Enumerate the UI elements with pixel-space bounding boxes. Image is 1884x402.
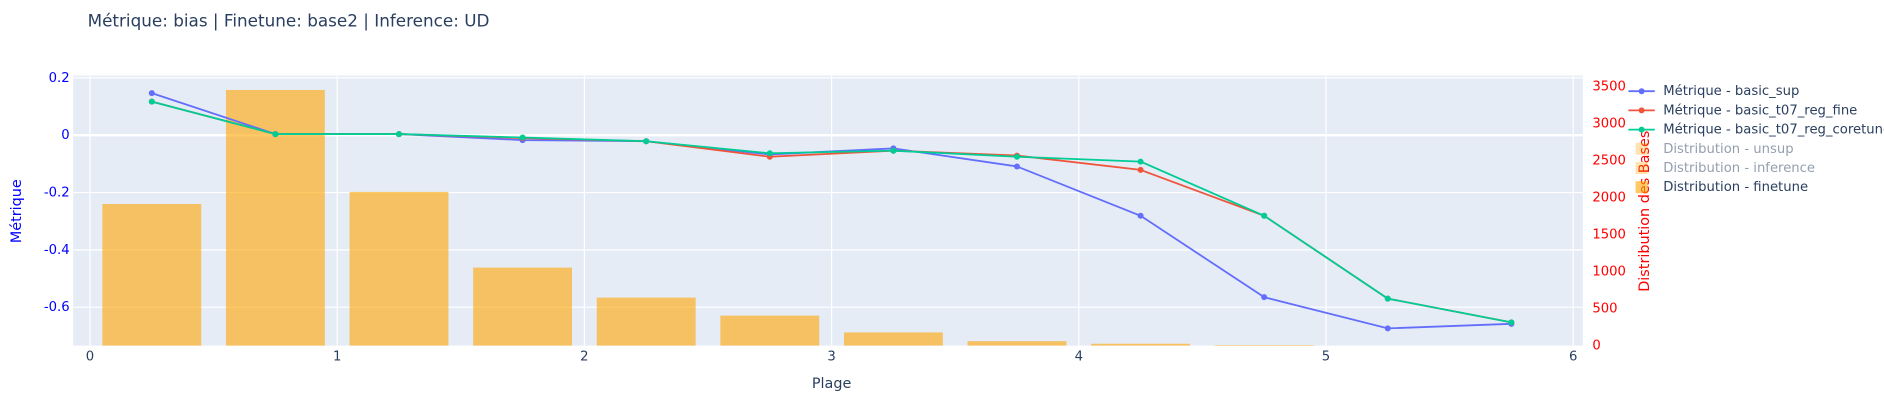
- legend-swatch: [1638, 126, 1645, 133]
- legend-swatch: [1635, 181, 1648, 194]
- chart-title: Métrique: bias | Finetune: base2 | Infer…: [88, 11, 490, 31]
- y2-axis-title: Distribution des Bases: [1637, 131, 1653, 292]
- point: [643, 138, 650, 145]
- x-tick-label: 3: [827, 349, 835, 364]
- y2-tick-label: 1500: [1592, 228, 1626, 243]
- point: [766, 150, 773, 157]
- bar: [1091, 343, 1191, 346]
- legend-label[interactable]: Distribution - unsup: [1663, 142, 1793, 157]
- legend-swatch: [1638, 107, 1645, 114]
- point: [1013, 163, 1020, 170]
- point: [1261, 212, 1268, 219]
- bar: [967, 341, 1067, 346]
- point: [1137, 166, 1144, 173]
- x-tick-label: 5: [1322, 349, 1330, 364]
- point: [272, 131, 279, 138]
- point: [1013, 153, 1020, 160]
- legend-label[interactable]: Distribution - inference: [1663, 161, 1815, 176]
- y2-tick-label: 500: [1592, 302, 1617, 317]
- line: [151, 100, 1512, 324]
- legend-label[interactable]: Métrique - basic_t07_reg_fine: [1663, 102, 1857, 118]
- point: [1137, 158, 1144, 165]
- x-axis-title: Plage: [812, 376, 852, 392]
- y2-tick-label: 2500: [1592, 153, 1626, 168]
- y-tick-label: -0.2: [44, 186, 70, 201]
- point: [395, 131, 402, 138]
- bar: [473, 267, 573, 346]
- bar: [349, 191, 449, 346]
- point: [1384, 295, 1391, 302]
- legend-label[interactable]: Distribution - finetune: [1663, 180, 1808, 195]
- x-tick-label: 6: [1569, 349, 1577, 364]
- y2-tick-label: 3000: [1592, 116, 1626, 131]
- bar: [596, 297, 696, 346]
- y-tick-label: -0.4: [44, 243, 70, 258]
- x-tick-label: 4: [1075, 349, 1083, 364]
- point: [519, 134, 526, 141]
- x-tick-label: 0: [86, 349, 94, 364]
- point: [890, 147, 897, 154]
- legend-swatch: [1635, 142, 1648, 155]
- legend-swatch: [1635, 162, 1648, 174]
- point: [1508, 319, 1515, 326]
- bar: [843, 332, 943, 346]
- bar: [720, 315, 820, 346]
- y-tick-label: 0.2: [49, 71, 70, 86]
- y2-tick-label: 3500: [1592, 79, 1626, 94]
- point: [148, 90, 155, 97]
- point: [1384, 325, 1391, 332]
- legend-swatch: [1638, 88, 1645, 95]
- y2-tick-label: 1000: [1592, 265, 1626, 280]
- point: [148, 98, 155, 105]
- bar: [225, 89, 325, 346]
- y-tick-label: -0.6: [44, 300, 70, 315]
- y-tick-label: 0: [61, 128, 69, 143]
- y2-tick-label: 0: [1592, 339, 1600, 354]
- point: [1137, 212, 1144, 219]
- legend-label[interactable]: Métrique - basic_sup: [1663, 83, 1799, 99]
- y-axis-title: Métrique: [9, 179, 25, 243]
- legend-label[interactable]: Métrique - basic_t07_reg_coretune: [1663, 122, 1884, 138]
- point: [1261, 294, 1268, 301]
- y2-tick-label: 2000: [1592, 190, 1626, 205]
- x-tick-label: 2: [580, 349, 588, 364]
- bar: [1214, 345, 1314, 346]
- x-tick-label: 1: [333, 349, 341, 364]
- bar: [102, 204, 202, 346]
